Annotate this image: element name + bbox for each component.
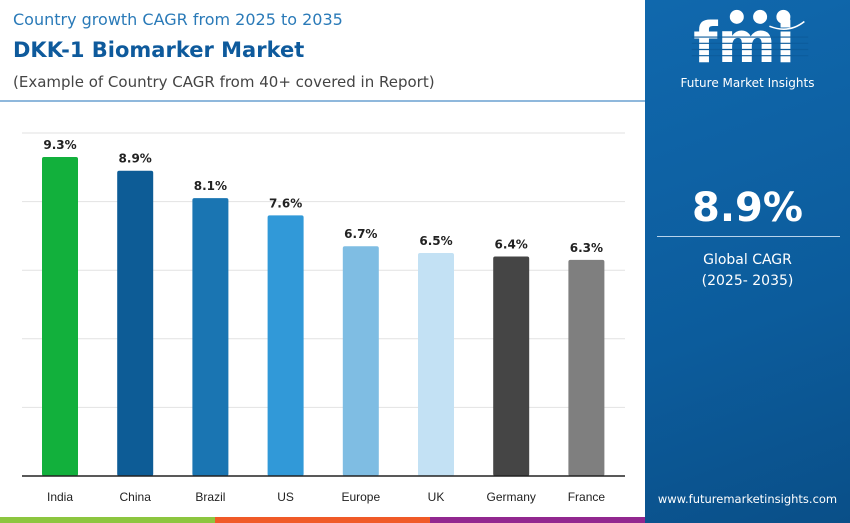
x-tick-label: China [120, 490, 152, 504]
x-tick-label: Brazil [195, 490, 225, 504]
x-tick-label: Germany [487, 490, 536, 504]
bar-france [568, 259, 605, 476]
bar-germany [493, 256, 530, 476]
x-tick-label: France [568, 490, 606, 504]
sidebar-panel: fmi Future Market Insights 8.9% Global C… [645, 0, 850, 523]
data-label: 6.5% [419, 234, 452, 248]
x-tick-label: India [47, 490, 73, 504]
data-label: 6.3% [570, 241, 603, 255]
header-divider [0, 100, 645, 102]
data-label: 6.7% [344, 227, 377, 241]
chart-subtitle: Country growth CAGR from 2025 to 2035 [13, 10, 343, 29]
data-label: 9.3% [43, 138, 76, 152]
data-label: 8.9% [119, 152, 152, 166]
x-tick-label: Europe [341, 490, 380, 504]
bottom-bar-green [0, 517, 215, 523]
bar-uk [418, 253, 454, 476]
data-label: 7.6% [269, 196, 302, 210]
x-tick-label: US [277, 490, 294, 504]
bar-china [117, 170, 154, 477]
bottom-bar-orange [215, 517, 430, 523]
bar-us [267, 215, 304, 476]
chart-title: DKK-1 Biomarker Market [13, 38, 305, 62]
bottom-bar-purple [430, 517, 645, 523]
chart-note: (Example of Country CAGR from 40+ covere… [13, 73, 435, 91]
bar-india [42, 157, 78, 476]
data-label: 6.4% [495, 237, 528, 251]
bar-brazil [192, 198, 229, 477]
global-cagr-label: Global CAGR (2025- 2035) [645, 250, 850, 292]
brand-name: Future Market Insights [680, 76, 815, 90]
global-cagr-text: Global CAGR [703, 252, 792, 268]
x-tick-label: UK [428, 490, 445, 504]
bar-chart: 9.3% India 8.9% China 8.1% Brazil 7.6% US 6.7% Eu… [22, 132, 625, 504]
global-cagr-period: (2025- 2035) [701, 273, 794, 289]
sidebar-divider [657, 236, 840, 237]
bar-europe [342, 246, 379, 476]
website-link[interactable]: www.futuremarketinsights.com [657, 492, 838, 506]
data-label: 8.1% [194, 179, 227, 193]
fmi-logo: fmi [691, 9, 809, 72]
global-cagr-value: 8.9% [692, 185, 803, 231]
